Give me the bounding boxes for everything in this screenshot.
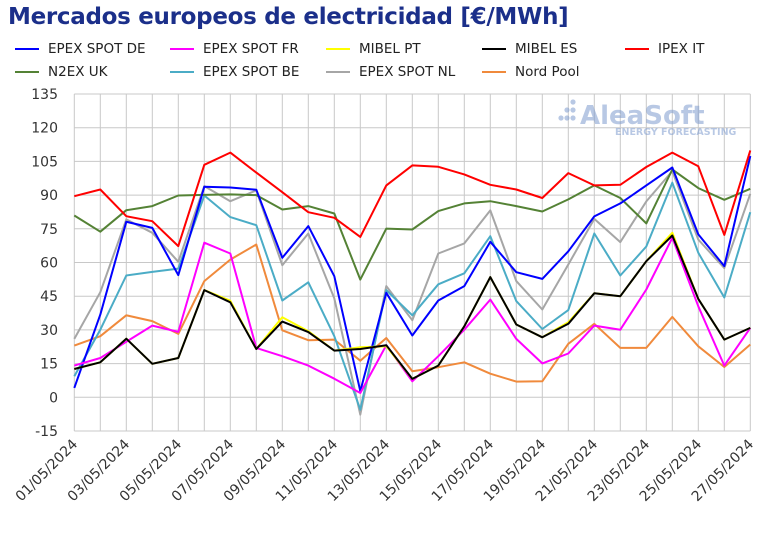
legend-swatch [625,48,649,50]
legend-label: Nord Pool [515,64,580,80]
logo-dot [570,99,576,105]
legend-item: EPEX SPOT BE [170,64,299,80]
legend-item: IPEX IT [625,41,704,57]
y-tick-label: 30 [40,323,58,339]
legend-swatch [326,71,350,73]
logo-dot [570,107,576,113]
legend-swatch [326,48,350,50]
y-tick-label: 45 [40,289,58,305]
legend-label: N2EX UK [48,64,108,80]
legend-swatch [482,71,506,73]
legend-swatch [170,48,194,50]
legend-label: MIBEL PT [359,41,421,57]
legend-swatch [15,71,39,73]
series-line-mibel-es [74,234,751,380]
logo-dot [558,115,564,121]
series-line-ipex-it [74,150,752,248]
y-tick-label: 0 [49,390,58,406]
logo-dot [570,115,576,121]
legend-swatch [170,71,194,73]
legend-item: EPEX SPOT DE [15,41,146,57]
legend-swatch [15,48,39,50]
legend-label: EPEX SPOT NL [359,64,456,80]
legend-label: EPEX SPOT FR [203,41,299,57]
logo-tagline: ENERGY FORECASTING [615,127,737,138]
legend-item: EPEX SPOT FR [170,41,299,57]
series-line-nord-pool [73,243,751,383]
logo-dot [564,107,570,113]
y-tick-label: 60 [40,256,58,272]
legend-label: MIBEL ES [515,41,578,57]
legend-label: EPEX SPOT BE [203,64,300,80]
legend-item: Nord Pool [482,64,579,80]
logo-brand: AleaSoft [580,101,705,131]
y-tick-label: 90 [40,188,58,204]
series-line-n2ex-uk [73,168,751,281]
y-tick-label: 135 [31,87,58,103]
legend-swatch [482,48,506,50]
legend-label: EPEX SPOT DE [48,41,146,57]
legend-label: IPEX IT [658,41,705,57]
logo-dot [564,115,570,121]
legend-item: MIBEL ES [482,41,577,57]
y-tick-label: 105 [31,154,58,170]
legend-item: EPEX SPOT NL [326,64,455,80]
y-tick-label: 75 [40,222,58,238]
legend-item: N2EX UK [15,64,108,80]
series-line-epex-spot-de [73,155,752,393]
legend-item: MIBEL PT [326,41,421,57]
y-tick-label: 15 [40,357,58,373]
y-tick-label: 120 [31,121,58,137]
chart-title: Mercados europeos de electricidad [€/MWh… [8,4,569,30]
series-line-epex-spot-fr [74,236,752,394]
y-tick-label: -15 [35,424,58,440]
